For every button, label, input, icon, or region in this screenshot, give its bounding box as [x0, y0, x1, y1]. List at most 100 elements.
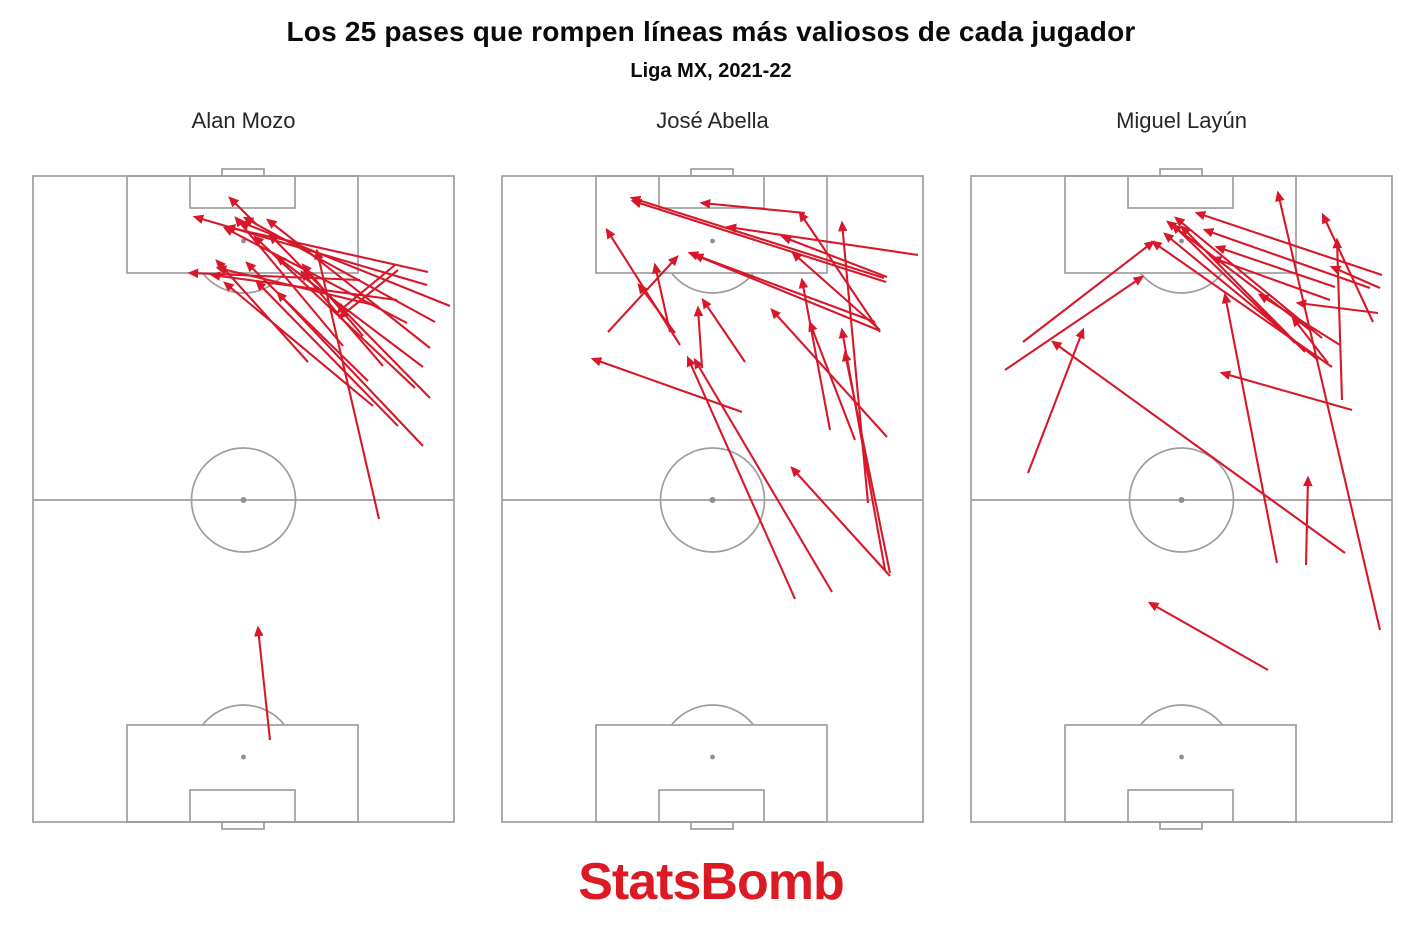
- pass-arrow: [798, 210, 881, 333]
- pass-arrow: [630, 198, 887, 283]
- pass-arrow: [268, 233, 431, 399]
- figure-title: Los 25 pases que rompen líneas más valio…: [286, 16, 1136, 47]
- penalty-spot-bottom: [1179, 754, 1184, 760]
- pass-arrow: [223, 281, 374, 407]
- pass-arrow: [693, 357, 833, 593]
- statsbomb-logo: StatsBomb: [578, 853, 844, 911]
- pass-arrow: [791, 251, 881, 331]
- center-circle: [190, 447, 297, 553]
- pass-arrow: [1174, 216, 1323, 339]
- pass-arrow: [1050, 340, 1346, 554]
- pass-arrow: [590, 357, 743, 413]
- pass-arrow: [798, 277, 832, 431]
- pitch-spots: [1178, 238, 1185, 760]
- goal-top: [221, 168, 265, 177]
- pass-arrow: [701, 297, 746, 363]
- six-yard-box-top: [1127, 175, 1234, 209]
- pass-arrow: [1004, 275, 1145, 371]
- penalty-spot-top: [1179, 238, 1184, 244]
- penalty-box-bottom: [126, 724, 359, 823]
- pass-arrow: [693, 305, 704, 369]
- pitch-spots: [709, 238, 716, 760]
- goal-top: [690, 168, 734, 177]
- pass-arrows: [1004, 190, 1383, 671]
- penalty-arc-top: [201, 273, 286, 294]
- pass-arrow: [629, 195, 885, 280]
- center-spot: [1178, 497, 1185, 503]
- goal-bottom: [690, 821, 734, 830]
- pass-arrow: [266, 218, 431, 349]
- pass-arrow: [1291, 316, 1329, 364]
- pass-arrow: [1150, 240, 1333, 368]
- penalty-box-bottom: [1064, 724, 1297, 823]
- pass-arrow: [692, 253, 879, 331]
- pass-arrow: [1332, 237, 1344, 401]
- pass-arrow: [725, 223, 919, 257]
- pass-arrow: [276, 291, 424, 447]
- pass-arrow: [808, 320, 856, 441]
- pass-arrow: [1147, 601, 1269, 671]
- pitch-lines: [32, 168, 455, 830]
- center-circle: [659, 447, 766, 553]
- figure-subtitle: Liga MX, 2021-22: [630, 60, 792, 82]
- pass-arrows: [590, 195, 919, 600]
- center-spot: [709, 497, 716, 503]
- penalty-arc-top: [1139, 273, 1224, 294]
- pitch-svg-2: [501, 168, 924, 830]
- penalty-spot-bottom: [710, 754, 715, 760]
- pitch-svg-1: [32, 168, 455, 830]
- center-circle: [1128, 447, 1235, 553]
- penalty-arc-bottom: [201, 704, 286, 725]
- pass-arrow: [1022, 240, 1155, 343]
- goal-bottom: [1159, 821, 1203, 830]
- player-name-3: Miguel Layún: [1116, 108, 1247, 133]
- pass-arrow: [234, 216, 344, 347]
- pass-arrow: [255, 280, 399, 427]
- penalty-spot-bottom: [241, 754, 246, 760]
- six-yard-box-bottom: [189, 789, 296, 823]
- pass-arrow: [686, 355, 796, 600]
- pass-arrow: [652, 262, 672, 333]
- pass-arrows: [187, 196, 451, 741]
- pass-arrow: [245, 261, 369, 382]
- player-name-2: José Abella: [656, 108, 769, 133]
- pitch-spots: [240, 238, 247, 760]
- pass-arrow: [1202, 228, 1371, 289]
- pitch-svg-3: [970, 168, 1393, 830]
- pitch-lines: [970, 168, 1393, 830]
- pass-arrow: [841, 350, 892, 574]
- pass-arrow: [1214, 245, 1336, 288]
- pass-arrow: [1219, 370, 1353, 412]
- pass-arrow: [1027, 327, 1085, 474]
- goal-top: [1159, 168, 1203, 177]
- pass-arrow: [222, 226, 408, 324]
- pass-arrow: [254, 625, 272, 741]
- pass-arrow: [1166, 220, 1311, 331]
- pass-arrow: [300, 270, 384, 367]
- goal-bottom: [221, 821, 265, 830]
- player-name-1: Alan Mozo: [191, 108, 296, 133]
- center-spot: [240, 497, 247, 503]
- penalty-arc-bottom: [670, 704, 755, 725]
- pass-arrow: [187, 268, 361, 282]
- pass-arrow: [242, 216, 436, 323]
- pass-arrow: [228, 196, 258, 226]
- pitch-lines: [501, 168, 924, 830]
- pass-arrow: [790, 466, 891, 577]
- pass-arrow: [607, 255, 679, 333]
- penalty-box-top: [595, 175, 828, 274]
- pass-arrow: [1329, 265, 1381, 289]
- penalty-box-top: [1064, 175, 1297, 274]
- penalty-spot-top: [241, 238, 246, 244]
- pass-arrow: [1221, 292, 1279, 564]
- pass-arrow: [224, 224, 429, 274]
- pass-arrow: [338, 269, 399, 319]
- pass-arrow: [699, 199, 806, 215]
- pass-arrow: [1275, 190, 1382, 631]
- pass-arrow: [780, 235, 888, 278]
- six-yard-box-bottom: [658, 789, 765, 823]
- penalty-arc-bottom: [1139, 704, 1224, 725]
- penalty-arc-top: [670, 273, 755, 294]
- six-yard-box-bottom: [1127, 789, 1234, 823]
